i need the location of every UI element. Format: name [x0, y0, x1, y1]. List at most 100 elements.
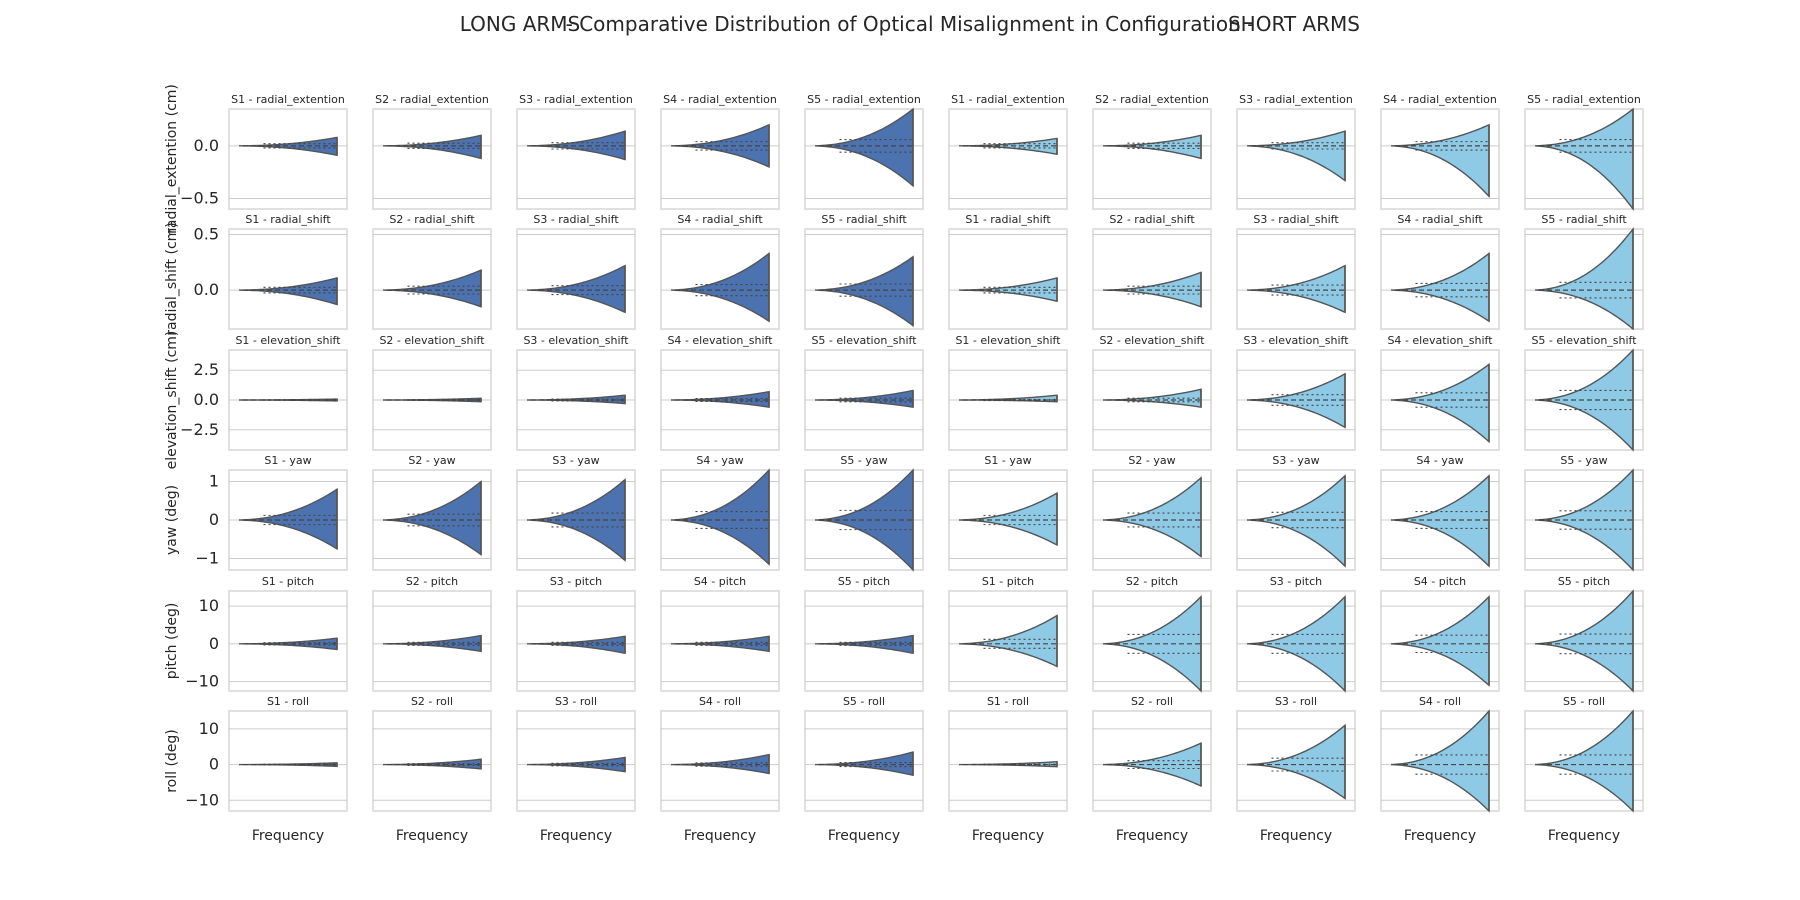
panel-short-S1-pitch: S1 - pitch [948, 575, 1068, 692]
panel-short-S4-elevation_shift: S4 - elevation_shift [1380, 334, 1500, 451]
subplot-title: S5 - pitch [1558, 575, 1610, 588]
subplot-title: S2 - radial_shift [1109, 213, 1195, 226]
subplot-title: S1 - yaw [264, 454, 311, 467]
x-axis-label: Frequency [252, 828, 324, 844]
subplot-title: S1 - radial_shift [965, 213, 1051, 226]
panel-long-S5-pitch: S5 - pitch [804, 575, 924, 692]
subplot-title: S4 - roll [1419, 695, 1461, 708]
axes-frame [660, 590, 780, 692]
panel-short-S3-yaw: S3 - yaw [1236, 454, 1356, 571]
subplot-title: S1 - radial_extention [951, 93, 1065, 106]
panel-short-S2-elevation_shift: S2 - elevation_shift [1092, 334, 1212, 451]
y-tick-label: 10 [199, 596, 219, 615]
subplot-title: S2 - pitch [1126, 575, 1178, 588]
panel-long-S5-roll: S5 - roll Frequency [804, 695, 924, 844]
subplot-title: S2 - pitch [406, 575, 458, 588]
subplot-grid: radial_extention (cm) 0.0 −0.5 S1 - radial_… [164, 84, 1644, 844]
panel-short-S1-yaw: S1 - yaw [948, 454, 1068, 571]
subplot-title: S1 - elevation_shift [235, 334, 341, 347]
panel-long-S4-roll: S4 - roll Frequency [660, 695, 780, 844]
panel-long-S3-elevation_shift: S3 - elevation_shift [516, 334, 636, 451]
panel-long-S3-yaw: S3 - yaw [516, 454, 636, 571]
panel-short-S5-radial_extention: S5 - radial_extention [1524, 93, 1644, 212]
x-axis-label: Frequency [1116, 828, 1188, 844]
subplot-title: S1 - pitch [262, 575, 314, 588]
panel-long-S3-pitch: S3 - pitch [516, 575, 636, 692]
subplot-title: S1 - pitch [982, 575, 1034, 588]
panel-long-S4-pitch: S4 - pitch [660, 575, 780, 692]
subplot-title: S2 - elevation_shift [379, 334, 485, 347]
panel-short-S2-yaw: S2 - yaw [1092, 454, 1212, 571]
subplot-title: S3 - elevation_shift [523, 334, 629, 347]
panel-short-S1-radial_extention: S1 - radial_extention [948, 93, 1068, 210]
subplot-title: S3 - radial_extention [1239, 93, 1353, 106]
subplot-title: S4 - radial_shift [677, 213, 763, 226]
subplot-title: S5 - roll [1563, 695, 1605, 708]
panel-long-S1-elevation_shift: S1 - elevation_shift [228, 334, 348, 451]
panel-short-S5-pitch: S5 - pitch [1524, 575, 1644, 693]
subplot-title: S5 - pitch [838, 575, 890, 588]
panel-long-S1-radial_extention: S1 - radial_extention [228, 93, 348, 210]
x-axis-label: Frequency [972, 828, 1044, 844]
subplot-title: S4 - pitch [694, 575, 746, 588]
subplot-title: S1 - roll [987, 695, 1029, 708]
axes-frame [228, 710, 348, 812]
panel-short-S2-pitch: S2 - pitch [1092, 575, 1212, 693]
x-axis-label: Frequency [684, 828, 756, 844]
subplot-title: S1 - radial_extention [231, 93, 345, 106]
y-tick-label: 0 [209, 634, 219, 653]
panel-short-S4-yaw: S4 - yaw [1380, 454, 1500, 571]
panel-long-S5-radial_shift: S5 - radial_shift [804, 213, 924, 330]
panel-long-S5-yaw: S5 - yaw [804, 454, 924, 572]
subplot-title: S3 - radial_extention [519, 93, 633, 106]
panel-short-S5-elevation_shift: S5 - elevation_shift [1524, 334, 1644, 452]
panel-long-S2-pitch: S2 - pitch [372, 575, 492, 692]
panel-short-S2-radial_shift: S2 - radial_shift [1092, 213, 1212, 330]
panel-long-S1-radial_shift: S1 - radial_shift [228, 213, 348, 330]
subplot-title: S2 - roll [411, 695, 453, 708]
panel-short-S5-yaw: S5 - yaw [1524, 454, 1644, 572]
subplot-title: S3 - roll [1275, 695, 1317, 708]
y-axis-label-roll: roll (deg) [164, 729, 180, 793]
panel-long-S1-pitch: S1 - pitch [228, 575, 348, 692]
panel-short-S4-radial_shift: S4 - radial_shift [1380, 213, 1500, 330]
title-left: LONG ARMS [460, 12, 581, 36]
subplot-title: S5 - radial_extention [1527, 93, 1641, 106]
panel-long-S1-roll: S1 - roll Frequency [228, 695, 348, 844]
subplot-title: S4 - yaw [1416, 454, 1463, 467]
panel-long-S5-elevation_shift: S5 - elevation_shift [804, 334, 924, 451]
panel-long-S1-yaw: S1 - yaw [228, 454, 348, 571]
y-tick-label: 0.0 [194, 390, 219, 409]
y-tick-label: 10 [199, 719, 219, 738]
subplot-title: S5 - yaw [840, 454, 887, 467]
axes-frame [372, 108, 492, 210]
panel-long-S2-radial_shift: S2 - radial_shift [372, 213, 492, 330]
subplot-title: S1 - radial_shift [245, 213, 331, 226]
subplot-title: S3 - elevation_shift [1243, 334, 1349, 347]
y-tick-label: 2.5 [194, 360, 219, 379]
subplot-title: S5 - elevation_shift [811, 334, 917, 347]
subplot-title: S1 - yaw [984, 454, 1031, 467]
subplot-title: S3 - yaw [1272, 454, 1319, 467]
subplot-title: S4 - radial_shift [1397, 213, 1483, 226]
axes-frame [948, 710, 1068, 812]
subplot-title: S2 - yaw [408, 454, 455, 467]
y-tick-label: 0 [209, 755, 219, 774]
subplot-title: S3 - pitch [550, 575, 602, 588]
subplot-title: S2 - radial_extention [1095, 93, 1209, 106]
x-axis-label: Frequency [1404, 828, 1476, 844]
y-tick-label: 1 [209, 472, 219, 491]
panel-short-S3-radial_extention: S3 - radial_extention [1236, 93, 1356, 210]
subplot-title: S1 - roll [267, 695, 309, 708]
subplot-title: S5 - elevation_shift [1531, 334, 1637, 347]
panel-long-S2-yaw: S2 - yaw [372, 454, 492, 571]
x-axis-label: Frequency [828, 828, 900, 844]
panel-short-S3-radial_shift: S3 - radial_shift [1236, 213, 1356, 330]
y-tick-label: 0.5 [194, 225, 219, 244]
panel-short-S3-elevation_shift: S3 - elevation_shift [1236, 334, 1356, 451]
axes-frame [228, 228, 348, 330]
y-tick-label: −2.5 [180, 420, 219, 439]
panel-short-S5-roll: S5 - roll Frequency [1524, 695, 1644, 844]
x-axis-label: Frequency [1260, 828, 1332, 844]
